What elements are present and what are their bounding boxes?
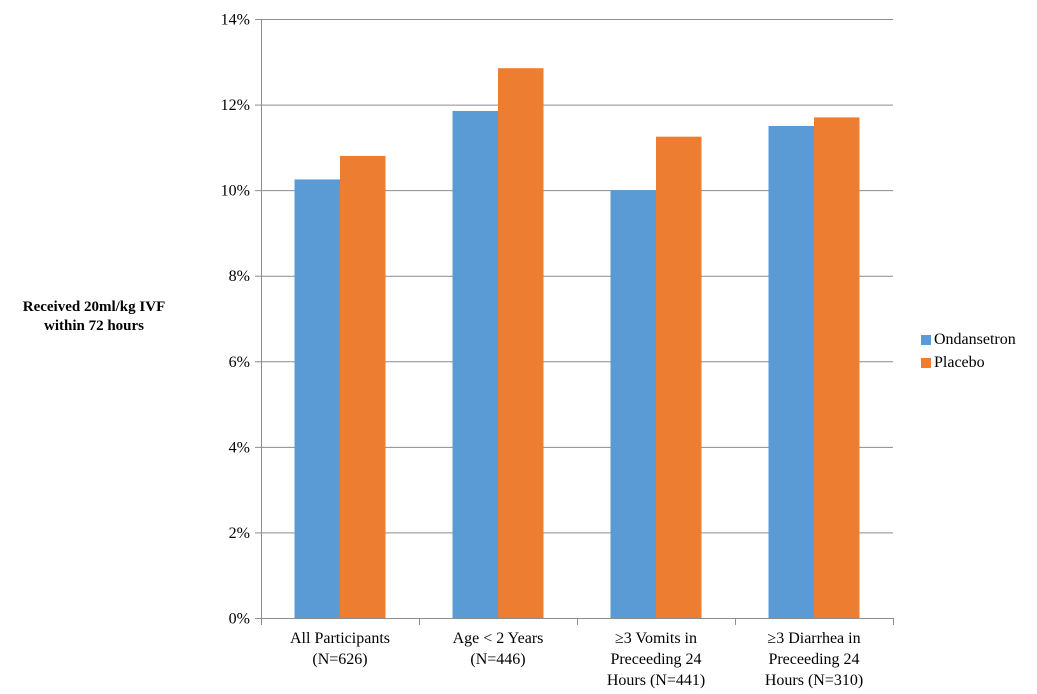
bar-placebo-2	[656, 136, 702, 619]
y-tick-labels: 0% 2% 4% 6% 8% 10% 12% 14%	[221, 12, 250, 628]
x-tick-label: All Participants (N=626)	[290, 630, 390, 668]
legend-swatch-ondansetron	[921, 334, 931, 345]
bar-ondansetron-1	[452, 110, 498, 618]
x-tick-label: ≥3 Diarrhea in Preceeding 24 Hours (N=310)	[765, 630, 863, 689]
y-axis-label-line-1: Received 20ml/kg IVF	[22, 299, 166, 315]
y-tick-label: 10%	[221, 183, 250, 200]
x-tick-labels: All Participants (N=626) Age < 2 Years (N=4…	[290, 630, 863, 689]
bar-placebo-3	[814, 117, 860, 619]
bar-placebo-0	[340, 155, 386, 618]
x-tick-label: ≥3 Vomits in Preceeding 24 Hours (N=441)	[607, 630, 705, 689]
bar-placebo-1	[498, 68, 544, 619]
x-tick-label: Age < 2 Years (N=446)	[453, 630, 544, 668]
bar-ondansetron-2	[610, 190, 656, 618]
y-tick-label: 4%	[229, 439, 250, 456]
y-tick-label: 8%	[229, 268, 250, 285]
legend-item-ondansetron: Ondansetron	[921, 328, 1016, 351]
legend-label-placebo: Placebo	[934, 353, 985, 371]
axes	[255, 19, 894, 625]
legend: Ondansetron Placebo	[921, 328, 1016, 374]
y-tick-label: 2%	[229, 525, 250, 542]
y-tick-label: 12%	[221, 97, 250, 114]
bar-ondansetron-0	[294, 179, 340, 619]
y-tick-label: 0%	[229, 611, 250, 628]
legend-item-placebo: Placebo	[921, 351, 1016, 374]
bar-ondansetron-3	[768, 125, 814, 618]
y-axis-label-line-2: within 72 hours	[43, 318, 145, 334]
legend-label-ondansetron: Ondansetron	[934, 330, 1016, 348]
legend-swatch-placebo	[921, 357, 931, 368]
bars	[294, 68, 860, 619]
y-tick-label: 6%	[229, 354, 250, 371]
y-tick-label: 14%	[221, 12, 250, 29]
y-axis-label: Received 20ml/kg IVF within 72 hours	[4, 298, 184, 336]
